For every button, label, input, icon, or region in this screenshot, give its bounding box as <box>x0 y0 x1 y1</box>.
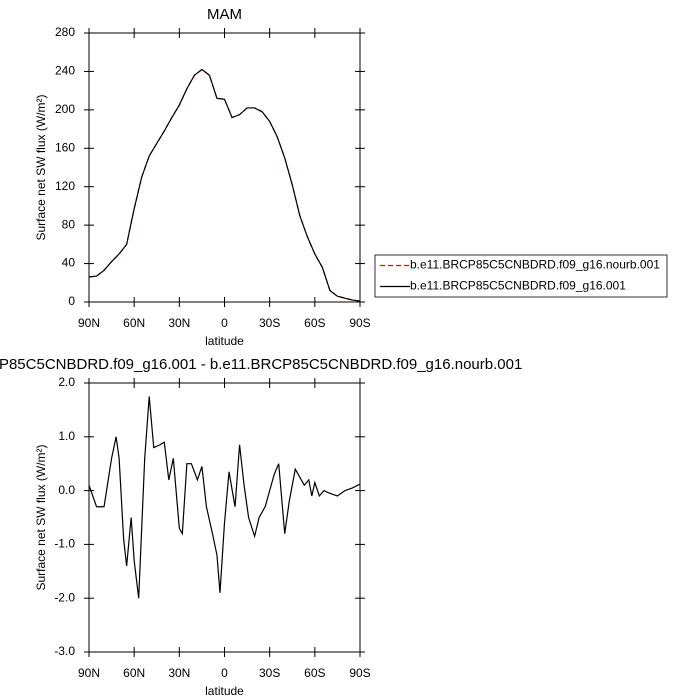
plot-frame <box>88 32 361 303</box>
data-line <box>88 68 361 302</box>
x-tick-label: 30N <box>168 666 190 680</box>
legend-box <box>374 254 668 298</box>
y-tick-label: 40 <box>62 256 76 270</box>
x-tick-label: 90N <box>78 316 100 330</box>
y-tick-label: -1.0 <box>54 537 75 551</box>
y-tick-label: 200 <box>55 102 75 116</box>
y-tick-label: 2.0 <box>58 375 75 389</box>
chart-title: b.e11.BRCP85C5CNBDRD.f09_g16.001 - b.e11… <box>0 356 522 373</box>
y-tick-label: 1.0 <box>58 429 75 443</box>
chart-title: MAM <box>207 6 242 23</box>
x-tick-label: 0 <box>221 316 228 330</box>
x-tick-label: 90S <box>349 316 370 330</box>
x-tick-label: 60S <box>304 316 325 330</box>
x-tick-label: 30S <box>259 666 280 680</box>
x-tick-label: 60S <box>304 666 325 680</box>
y-tick-label: 80 <box>62 217 76 231</box>
x-tick-label: 30S <box>259 316 280 330</box>
y-tick-label: 0.0 <box>58 483 75 497</box>
y-tick-label: -2.0 <box>54 590 75 604</box>
y-tick-label: 120 <box>55 179 75 193</box>
plot-frame <box>88 382 361 653</box>
y-axis-label: Surface net SW flux (W/m²) <box>34 94 48 240</box>
x-tick-label: 0 <box>221 666 228 680</box>
y-tick-label: -3.0 <box>54 644 75 658</box>
x-tick-label: 30N <box>168 316 190 330</box>
y-tick-label: 280 <box>55 25 75 39</box>
x-tick-label: 60N <box>123 666 145 680</box>
x-tick-label: 90N <box>78 666 100 680</box>
legend-label: b.e11.BRCP85C5CNBDRD.f09_g16.001 <box>410 279 626 293</box>
x-axis-label: latitude <box>205 684 244 698</box>
legend-label: b.e11.BRCP85C5CNBDRD.f09_g16.nourb.001 <box>410 258 660 272</box>
y-axis-label: Surface net SW flux (W/m²) <box>34 444 48 590</box>
x-axis-label: latitude <box>205 334 244 348</box>
y-tick-label: 160 <box>55 140 75 154</box>
x-tick-label: 60N <box>123 316 145 330</box>
data-line <box>88 396 361 599</box>
x-tick-label: 90S <box>349 666 370 680</box>
y-tick-label: 240 <box>55 64 75 78</box>
data-line <box>88 68 361 302</box>
y-tick-label: 0 <box>68 294 75 308</box>
